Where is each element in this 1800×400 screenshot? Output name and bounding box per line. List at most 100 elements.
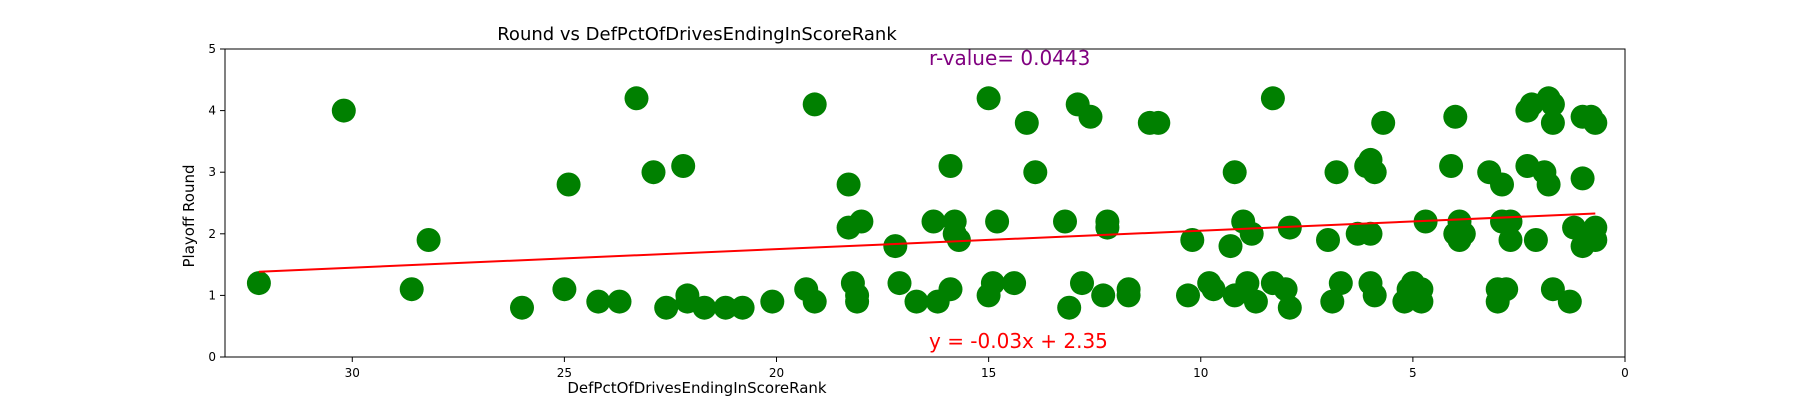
data-point <box>849 209 874 234</box>
data-point <box>802 92 827 117</box>
data-point <box>1180 228 1205 252</box>
points-layer <box>246 86 1608 320</box>
data-point <box>1324 160 1349 185</box>
y-tick-label: 4 <box>208 104 216 118</box>
data-point <box>1540 92 1565 117</box>
data-point <box>399 277 424 302</box>
data-point <box>654 295 679 320</box>
y-tick-label: 5 <box>208 42 216 56</box>
data-point <box>938 277 963 302</box>
data-point <box>1320 289 1345 314</box>
x-tick-label: 25 <box>557 366 572 380</box>
x-axis-label: DefPctOfDrivesEndingInScoreRank <box>567 379 827 397</box>
data-point <box>980 271 1005 296</box>
data-point <box>1358 221 1383 246</box>
data-point <box>938 154 963 178</box>
regression-equation: y = -0.03x + 2.35 <box>929 329 1108 353</box>
data-point <box>1371 110 1396 135</box>
data-point <box>1243 289 1268 314</box>
data-point <box>976 86 1001 111</box>
data-point <box>1070 271 1094 296</box>
data-point <box>1328 271 1353 296</box>
x-tick-label: 30 <box>345 366 360 380</box>
data-point <box>1260 86 1285 111</box>
data-point <box>1583 228 1608 252</box>
data-point <box>1014 110 1039 135</box>
data-point <box>1451 221 1476 246</box>
x-axis-ticks: 30 25 20 15 10 5 0 <box>345 357 1629 380</box>
data-point <box>836 172 861 197</box>
data-point <box>1362 160 1387 185</box>
data-point <box>1176 283 1200 308</box>
y-tick-label: 3 <box>208 165 216 179</box>
data-point <box>1222 160 1247 185</box>
data-point <box>1570 166 1595 191</box>
data-point <box>1201 277 1226 302</box>
data-point <box>1536 172 1561 197</box>
data-point <box>607 289 632 314</box>
data-point <box>556 172 581 197</box>
data-point <box>883 234 908 259</box>
data-point <box>946 228 971 252</box>
data-point <box>1540 110 1565 135</box>
data-point <box>586 289 611 314</box>
data-point <box>1439 154 1464 178</box>
data-point <box>1557 289 1582 314</box>
data-point <box>1523 228 1548 252</box>
data-point <box>730 295 755 320</box>
data-point <box>1057 295 1082 320</box>
data-point <box>246 271 271 296</box>
y-axis-ticks: 0 1 2 3 4 5 <box>208 42 225 364</box>
data-point <box>1235 271 1260 296</box>
data-point <box>416 228 441 252</box>
regression-line <box>258 212 1596 273</box>
data-point <box>713 295 738 320</box>
data-point <box>1053 209 1077 234</box>
data-point <box>887 271 912 296</box>
data-point <box>904 289 929 314</box>
data-point <box>1273 277 1298 302</box>
data-point <box>1277 295 1302 320</box>
chart-title: Round vs DefPctOfDrivesEndingInScoreRank <box>497 24 897 45</box>
data-point <box>1316 228 1340 252</box>
data-point <box>1409 289 1434 314</box>
y-tick-label: 0 <box>208 350 216 364</box>
x-tick-label: 10 <box>1193 366 1208 380</box>
data-point <box>510 295 534 320</box>
data-point <box>331 98 356 123</box>
data-point <box>1218 234 1243 259</box>
data-point <box>921 209 946 234</box>
data-point <box>1023 160 1048 185</box>
data-point <box>845 289 870 314</box>
data-point <box>624 86 649 111</box>
data-point <box>1002 271 1027 296</box>
x-tick-label: 15 <box>981 366 996 380</box>
r-value-annotation: r-value= 0.0443 <box>929 46 1090 70</box>
data-point <box>552 277 577 302</box>
data-point <box>1490 172 1514 197</box>
y-tick-label: 2 <box>208 227 216 241</box>
data-point <box>1494 277 1519 302</box>
data-point <box>760 289 785 314</box>
data-point <box>692 295 717 320</box>
data-point <box>1540 277 1565 302</box>
data-point <box>1091 283 1116 308</box>
plot-frame <box>224 48 1626 358</box>
data-point <box>985 209 1010 234</box>
data-point <box>1362 283 1387 308</box>
data-point <box>1146 110 1171 135</box>
data-point <box>1443 104 1468 129</box>
data-point <box>1498 209 1523 234</box>
x-tick-label: 20 <box>769 366 784 380</box>
data-point <box>1583 110 1608 135</box>
data-point <box>641 160 666 185</box>
data-point <box>1498 228 1523 252</box>
y-axis-label: Playoff Round <box>180 164 198 267</box>
data-point <box>1078 104 1103 129</box>
y-tick-label: 1 <box>208 288 216 302</box>
data-point <box>802 289 827 314</box>
data-point <box>671 154 696 178</box>
data-point <box>1116 283 1141 308</box>
x-tick-label: 0 <box>1621 366 1629 380</box>
